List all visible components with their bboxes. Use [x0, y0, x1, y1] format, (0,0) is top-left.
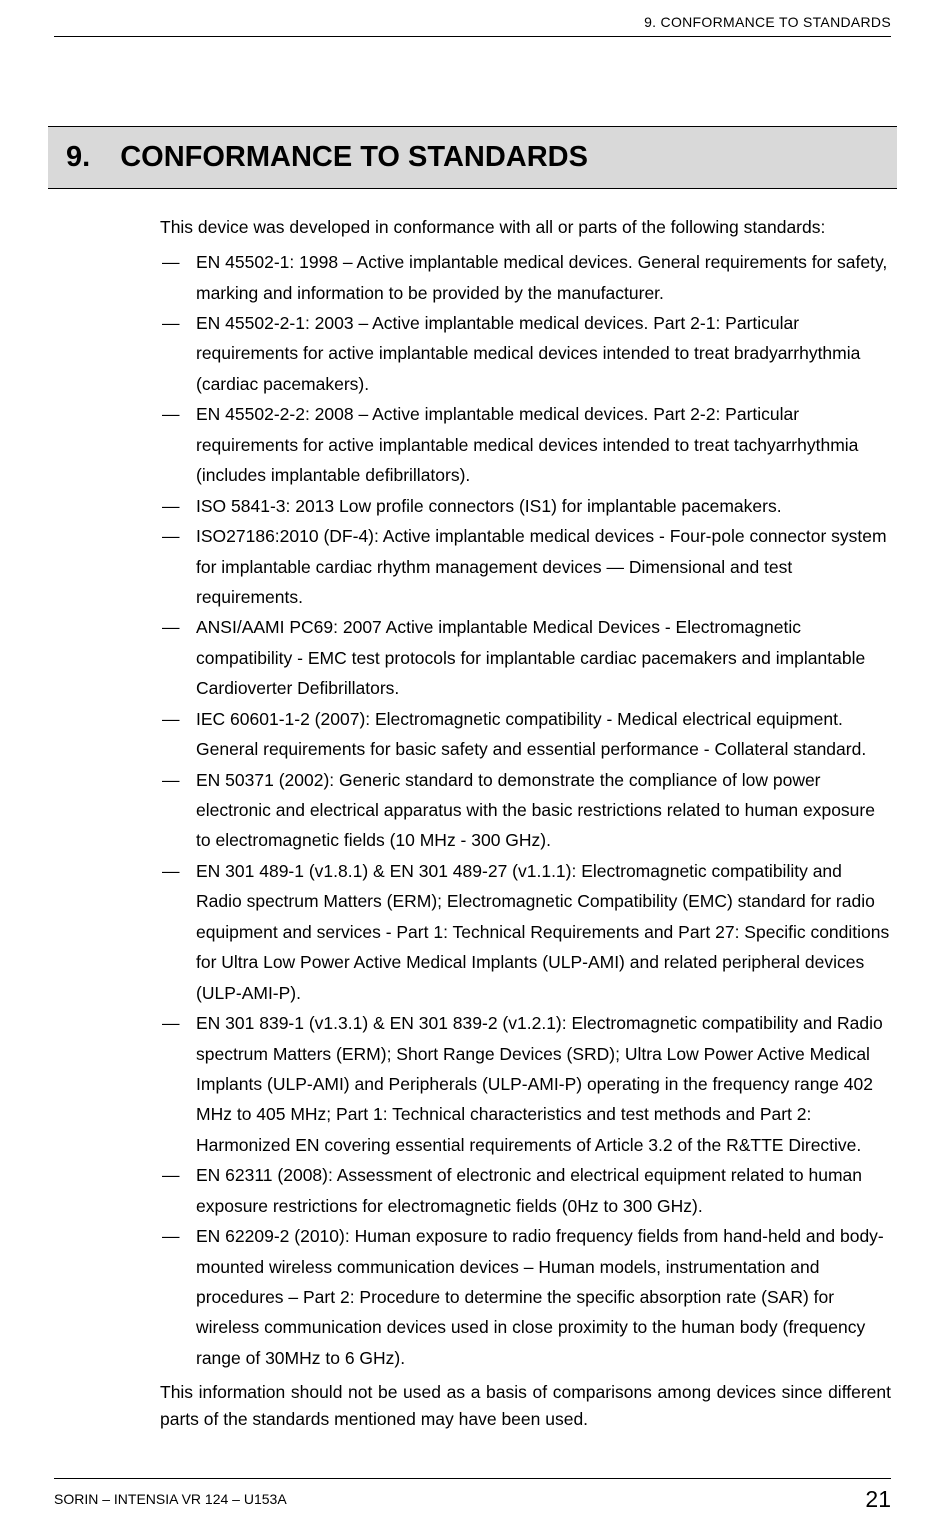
list-item: — EN 62209-2 (2010): Human exposure to ra…: [160, 1221, 891, 1373]
list-item: — EN 45502-1: 1998 – Active implantable m…: [160, 247, 891, 308]
bullet-dash-icon: —: [162, 399, 180, 429]
intro-paragraph: This device was developed in conformance…: [160, 214, 891, 241]
list-item: — EN 50371 (2002): Generic standard to de…: [160, 765, 891, 856]
list-item: — EN 301 839-1 (v1.3.1) & EN 301 839-2 (v…: [160, 1008, 891, 1160]
bullet-dash-icon: —: [162, 521, 180, 551]
list-item-text: EN 45502-1: 1998 – Active implantable me…: [196, 252, 887, 302]
list-item-text: ISO27186:2010 (DF-4): Active implantable…: [196, 526, 887, 607]
body-content: This device was developed in conformance…: [160, 214, 891, 1434]
list-item-text: ISO 5841-3: 2013 Low profile connectors …: [196, 496, 782, 516]
bullet-dash-icon: —: [162, 612, 180, 642]
list-item-text: ANSI/AAMI PC69: 2007 Active implantable …: [196, 617, 865, 698]
list-item-text: EN 301 839-1 (v1.3.1) & EN 301 839-2 (v1…: [196, 1013, 883, 1155]
bullet-dash-icon: —: [162, 491, 180, 521]
bullet-dash-icon: —: [162, 1160, 180, 1190]
bullet-dash-icon: —: [162, 704, 180, 734]
bullet-dash-icon: —: [162, 247, 180, 277]
list-item-text: EN 62209-2 (2010): Human exposure to rad…: [196, 1226, 884, 1368]
closing-paragraph: This information should not be used as a…: [160, 1379, 891, 1433]
page-number: 21: [865, 1486, 891, 1513]
list-item: — ISO27186:2010 (DF-4): Active implantabl…: [160, 521, 891, 612]
list-item: — EN 45502-2-2: 2008 – Active implantable…: [160, 399, 891, 490]
list-item-text: EN 45502-2-2: 2008 – Active implantable …: [196, 404, 858, 485]
list-item-text: IEC 60601-1-2 (2007): Electromagnetic co…: [196, 709, 866, 759]
page: 9. CONFORMANCE TO STANDARDS 9. CONFORMAN…: [0, 0, 945, 1533]
footer-rule: [54, 1478, 891, 1479]
list-item: — EN 45502-2-1: 2003 – Active implantable…: [160, 308, 891, 399]
bullet-dash-icon: —: [162, 308, 180, 338]
bullet-dash-icon: —: [162, 856, 180, 886]
list-item: — ISO 5841-3: 2013 Low profile connectors…: [160, 491, 891, 521]
list-item-text: EN 50371 (2002): Generic standard to dem…: [196, 770, 875, 851]
list-item: — EN 301 489-1 (v1.8.1) & EN 301 489-27 (…: [160, 856, 891, 1008]
list-item-text: EN 62311 (2008): Assessment of electroni…: [196, 1165, 862, 1215]
bullet-dash-icon: —: [162, 765, 180, 795]
bullet-dash-icon: —: [162, 1221, 180, 1251]
section-heading: 9. CONFORMANCE TO STANDARDS: [48, 126, 897, 189]
list-item: — EN 62311 (2008): Assessment of electron…: [160, 1160, 891, 1221]
standards-list: — EN 45502-1: 1998 – Active implantable m…: [160, 247, 891, 1373]
running-header: 9. CONFORMANCE TO STANDARDS: [644, 14, 891, 30]
list-item-text: EN 301 489-1 (v1.8.1) & EN 301 489-27 (v…: [196, 861, 889, 1003]
list-item: — IEC 60601-1-2 (2007): Electromagnetic c…: [160, 704, 891, 765]
section-title: CONFORMANCE TO STANDARDS: [120, 141, 588, 174]
footer-doc-id: SORIN – INTENSIA VR 124 – U153A: [54, 1491, 287, 1507]
list-item-text: EN 45502-2-1: 2003 – Active implantable …: [196, 313, 860, 394]
list-item: — ANSI/AAMI PC69: 2007 Active implantable…: [160, 612, 891, 703]
bullet-dash-icon: —: [162, 1008, 180, 1038]
section-number: 9.: [66, 141, 90, 174]
header-rule: [54, 36, 891, 37]
